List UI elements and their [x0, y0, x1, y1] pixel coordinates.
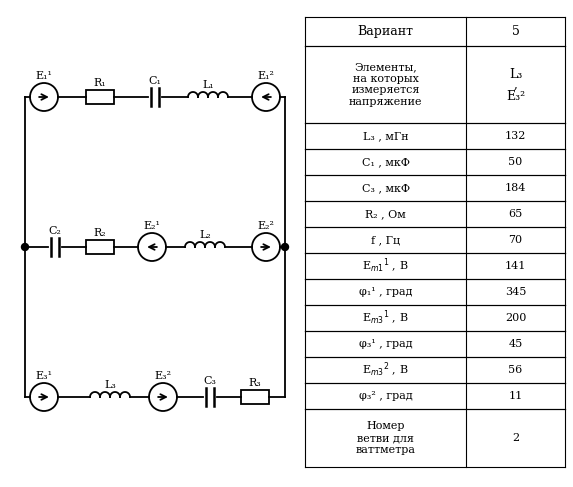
- Text: L₃: L₃: [104, 380, 116, 390]
- Text: R₁: R₁: [94, 78, 107, 88]
- Circle shape: [22, 244, 29, 250]
- Text: 11: 11: [508, 391, 523, 401]
- Text: R₂ , Ом: R₂ , Ом: [365, 209, 406, 219]
- Text: Элементы,
на которых
измеряется
напряжение: Элементы, на которых измеряется напряжен…: [349, 62, 422, 107]
- Text: E₁¹: E₁¹: [36, 71, 53, 81]
- Text: E₃²: E₃²: [506, 90, 525, 103]
- Text: E₃¹: E₃¹: [36, 371, 53, 381]
- Text: 345: 345: [505, 287, 526, 297]
- Text: 65: 65: [508, 209, 523, 219]
- Text: C₂: C₂: [49, 226, 61, 236]
- Text: Номер
ветви для
ваттметра: Номер ветви для ваттметра: [356, 421, 415, 455]
- Text: L₂: L₂: [199, 230, 211, 240]
- Text: E$_{m1}$$^1$ , В: E$_{m1}$$^1$ , В: [362, 257, 409, 275]
- Text: C₁: C₁: [148, 76, 162, 86]
- Text: Вариант: Вариант: [358, 25, 414, 38]
- Text: 200: 200: [505, 313, 526, 323]
- Text: L₁: L₁: [202, 80, 214, 90]
- Text: E₂²: E₂²: [257, 221, 274, 231]
- Text: E$_{m3}$$^1$ , В: E$_{m3}$$^1$ , В: [362, 309, 409, 327]
- Text: E₁²: E₁²: [257, 71, 274, 81]
- Text: C₃ , мкФ: C₃ , мкФ: [362, 183, 410, 193]
- Text: L₃: L₃: [509, 68, 522, 81]
- Text: 45: 45: [508, 339, 523, 349]
- Text: f , Гц: f , Гц: [371, 235, 400, 245]
- Bar: [86, 240, 114, 254]
- Text: 56: 56: [508, 365, 523, 375]
- Text: E₃²: E₃²: [155, 371, 171, 381]
- Text: 184: 184: [505, 183, 526, 193]
- Text: 50: 50: [508, 157, 523, 167]
- Text: ,: ,: [513, 78, 517, 91]
- Text: φ₁¹ , град: φ₁¹ , град: [359, 287, 413, 297]
- Text: R₂: R₂: [94, 228, 107, 238]
- Text: C₁ , мкФ: C₁ , мкФ: [362, 157, 410, 167]
- Text: 141: 141: [505, 261, 526, 271]
- Text: φ₃¹ , град: φ₃¹ , град: [359, 339, 413, 349]
- Bar: [86, 90, 114, 104]
- Text: φ₃² , град: φ₃² , град: [359, 391, 413, 401]
- Bar: [241, 390, 269, 404]
- Text: E₂¹: E₂¹: [144, 221, 160, 231]
- Text: 5: 5: [512, 25, 520, 38]
- Text: 2: 2: [512, 433, 519, 443]
- Text: 70: 70: [508, 235, 523, 245]
- Text: E$_{m3}$$^2$ , В: E$_{m3}$$^2$ , В: [362, 361, 409, 379]
- Text: L₃ , мГн: L₃ , мГн: [363, 131, 409, 141]
- Text: R₃: R₃: [249, 378, 261, 388]
- Text: C₃: C₃: [203, 376, 217, 386]
- Circle shape: [281, 244, 288, 250]
- Text: 132: 132: [505, 131, 526, 141]
